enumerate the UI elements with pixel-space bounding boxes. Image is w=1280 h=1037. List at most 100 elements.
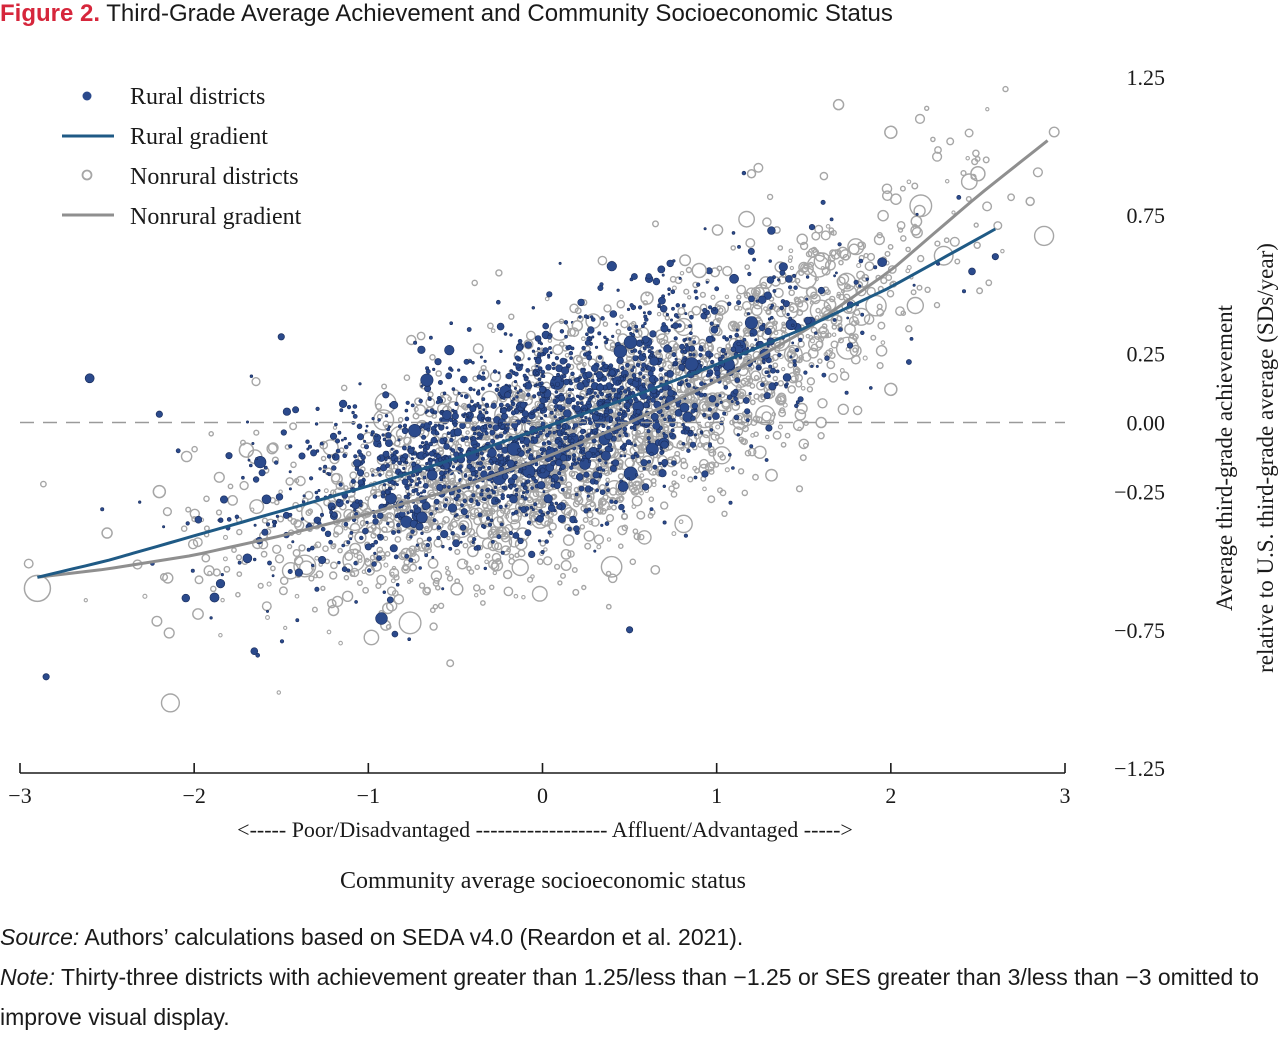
- nonrural-district-point: [289, 422, 298, 431]
- rural-district-point: [282, 407, 292, 416]
- rural-district-point: [255, 652, 261, 658]
- rural-district-point: [527, 357, 531, 361]
- rural-district-point: [354, 499, 360, 504]
- rural-district-point: [100, 507, 105, 512]
- rural-district-point: [504, 504, 508, 508]
- rural-district-point: [681, 303, 686, 308]
- rural-district-point: [554, 390, 559, 394]
- nonrural-district-point: [341, 590, 354, 602]
- rural-district-point: [638, 371, 643, 376]
- nonrural-district-point: [397, 416, 404, 423]
- nonrural-district-point: [765, 309, 772, 316]
- rural-district-point: [632, 355, 639, 362]
- nonrural-district-point: [810, 343, 819, 352]
- rural-district-point: [769, 367, 776, 374]
- nonrural-district-point: [848, 243, 860, 255]
- rural-district-point: [794, 403, 799, 408]
- rural-district-point: [613, 344, 627, 358]
- nonrural-district-point: [548, 522, 557, 531]
- rural-district-point: [433, 410, 438, 415]
- nonrural-district-point: [905, 246, 911, 253]
- rural-district-point: [594, 480, 599, 485]
- nonrural-district-point: [884, 382, 898, 397]
- rural-district-point: [634, 473, 639, 477]
- rural-district-point: [748, 295, 755, 303]
- rural-district-point: [382, 483, 387, 487]
- rural-district-point: [497, 371, 501, 375]
- rural-district-point: [534, 518, 538, 522]
- rural-district-point: [599, 415, 603, 420]
- rural-district-point: [418, 398, 423, 404]
- nonrural-district-point: [784, 432, 791, 439]
- nonrural-district-point: [837, 403, 849, 415]
- rural-district-point: [185, 521, 190, 526]
- rural-district-point: [426, 536, 432, 542]
- rural-district-point: [608, 408, 614, 414]
- rural-district-point: [699, 381, 704, 387]
- nonrural-district-point: [484, 553, 491, 559]
- rural-district-point: [334, 438, 340, 444]
- rural-district-point: [730, 399, 734, 403]
- nonrural-district-point: [447, 470, 464, 486]
- rural-district-point: [536, 469, 540, 473]
- nonrural-district-point: [730, 245, 737, 251]
- nonrural-district-point: [429, 607, 436, 614]
- rural-district-point: [768, 259, 772, 263]
- rural-district-point: [339, 399, 348, 409]
- rural-district-point: [498, 504, 503, 510]
- nonrural-district-point: [679, 254, 692, 267]
- rural-district-point: [590, 364, 599, 373]
- nonrural-district-point: [852, 347, 858, 353]
- rural-district-point: [681, 423, 685, 427]
- rural-district-point: [662, 484, 666, 488]
- rural-district-point: [265, 522, 270, 527]
- rural-district-point: [572, 422, 579, 428]
- rural-district-point: [658, 357, 663, 363]
- legend-label-rural-gradient: Rural gradient: [130, 124, 268, 150]
- rural-district-point: [572, 456, 576, 460]
- rural-district-point: [846, 316, 850, 320]
- rural-district-point: [764, 327, 772, 336]
- rural-district-point: [419, 491, 423, 495]
- rural-district-point: [689, 314, 694, 320]
- rural-district-point: [385, 501, 390, 506]
- rural-district-point: [585, 434, 589, 438]
- rural-district-point: [319, 441, 324, 446]
- rural-district-point: [742, 397, 750, 404]
- nonrural-district-point: [376, 574, 387, 586]
- y-tick-label: −0.75: [1114, 618, 1165, 643]
- nonrural-district-point: [820, 230, 831, 241]
- nonrural-district-point: [484, 559, 489, 565]
- rural-district-point: [487, 424, 493, 429]
- rural-district-point: [688, 429, 693, 434]
- rural-district-point: [506, 459, 515, 468]
- nonrural-district-point: [954, 258, 961, 265]
- nonrural-district-point: [278, 586, 288, 596]
- nonrural-district-point: [408, 577, 414, 583]
- rural-district-point: [524, 341, 532, 349]
- nonrural-district-point: [717, 487, 724, 494]
- nonrural-district-point: [500, 507, 507, 514]
- rural-district-point: [563, 378, 570, 386]
- nonrural-district-point: [876, 308, 885, 317]
- rural-district-point: [500, 407, 507, 414]
- rural-district-point: [757, 366, 762, 371]
- nonrural-district-point: [787, 385, 797, 394]
- nonrural-district-point: [930, 136, 936, 143]
- rural-district-point: [541, 374, 546, 379]
- rural-district-point: [382, 391, 390, 399]
- rural-district-point: [433, 498, 440, 505]
- nonrural-district-point: [782, 402, 788, 408]
- nonrural-district-point: [773, 287, 784, 299]
- rural-district-point: [609, 310, 618, 318]
- nonrural-district-point: [739, 391, 745, 397]
- rural-district-point: [659, 305, 668, 313]
- rural-district-point: [689, 331, 693, 336]
- rural-district-point: [460, 503, 464, 508]
- rural-district-point: [662, 395, 666, 399]
- direction-label: <----- Poor/Disadvantaged --------------…: [237, 817, 853, 842]
- rural-district-point: [673, 362, 677, 366]
- rural-district-point: [530, 486, 534, 490]
- rural-district-point: [241, 475, 245, 480]
- nonrural-district-point: [433, 538, 443, 548]
